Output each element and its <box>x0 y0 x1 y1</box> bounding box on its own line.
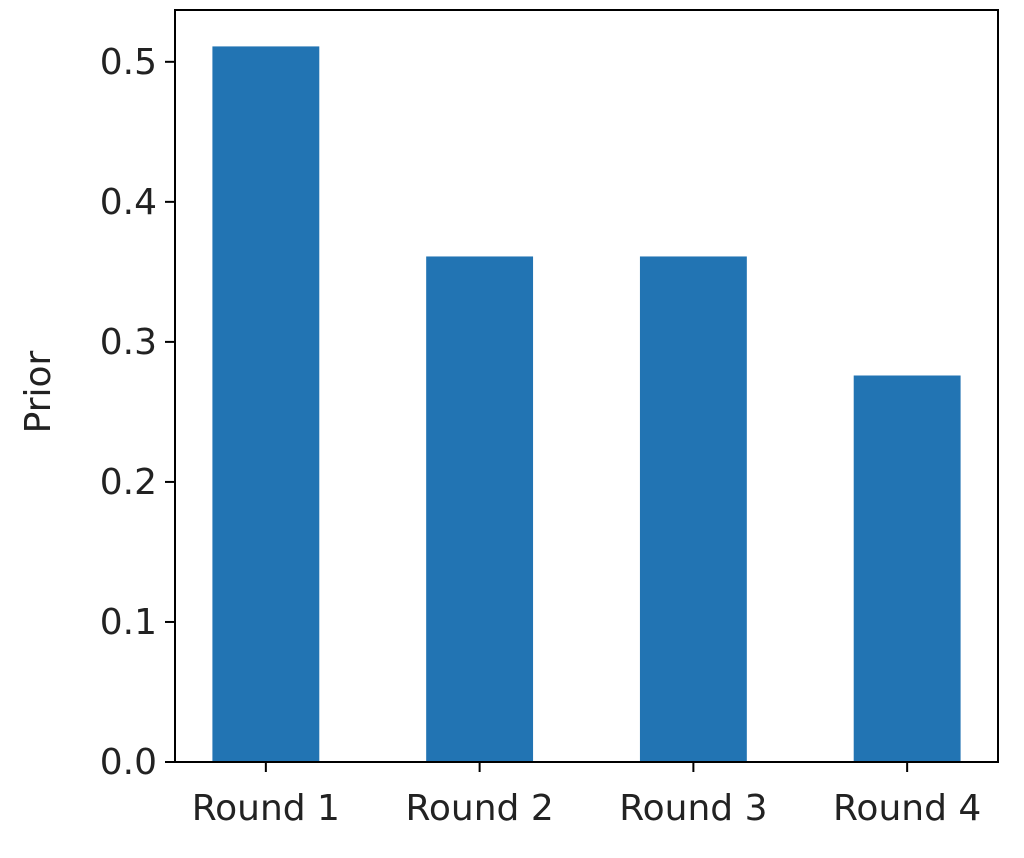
x-tick-label: Round 3 <box>619 788 767 829</box>
plot-frame <box>174 9 999 763</box>
y-tick-label: 0.2 <box>100 462 157 503</box>
bar <box>639 256 747 762</box>
bar <box>212 46 320 763</box>
x-tick-label: Round 4 <box>833 788 981 829</box>
y-tick-label: 0.4 <box>100 182 157 223</box>
y-tick-label: 0.5 <box>100 42 157 83</box>
bar <box>853 375 961 762</box>
y-axis-label: Prior <box>18 350 59 433</box>
bar <box>426 256 534 762</box>
y-tick-label: 0.3 <box>100 322 157 363</box>
x-tick-label: Round 2 <box>405 788 553 829</box>
x-tick-label: Round 1 <box>192 788 340 829</box>
y-tick-label: 0.1 <box>100 602 157 643</box>
y-tick-label: 0.0 <box>100 742 157 783</box>
